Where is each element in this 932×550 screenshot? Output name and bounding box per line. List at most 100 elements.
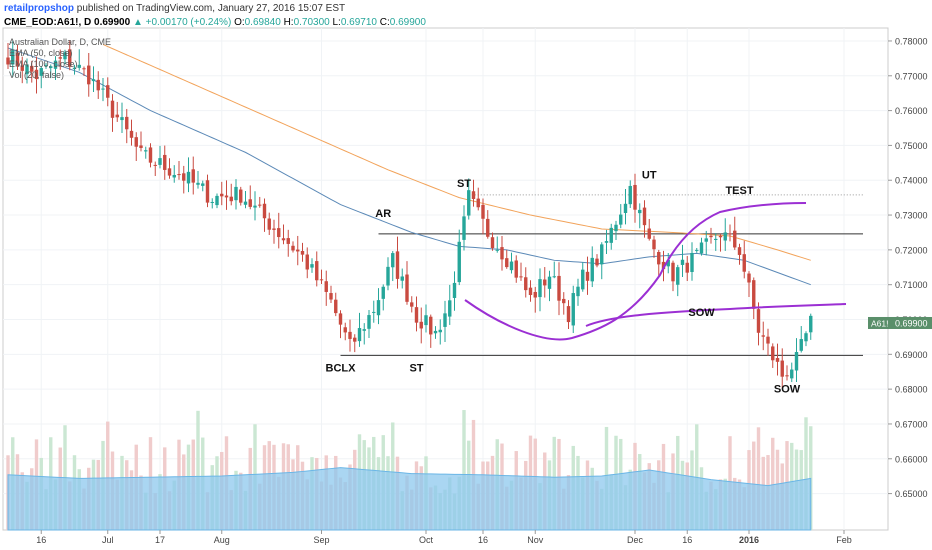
- x-tick-label: Dec: [627, 535, 644, 545]
- candle-body: [49, 66, 53, 68]
- candle-body: [191, 169, 195, 183]
- candle-body: [552, 276, 556, 278]
- symbol-info: CME_EOD:A61!, D 0.69900 ▲ +0.00170 (+0.2…: [4, 17, 426, 28]
- publish-info: retailpropshop published on TradingView.…: [4, 3, 345, 14]
- candle-body: [182, 173, 186, 181]
- candle-body: [799, 339, 803, 351]
- candle-body: [695, 249, 699, 251]
- candle-body: [543, 279, 547, 286]
- annotation-label: AR: [375, 208, 391, 220]
- candle-body: [281, 238, 286, 241]
- y-tick-label: 0.69000: [895, 350, 928, 360]
- candle-body: [39, 68, 43, 76]
- candle-body: [258, 204, 262, 206]
- time-axis[interactable]: 16 Jul 17 Aug Sep Oct 16 Nov Dec 16 2016 Feb: [36, 530, 852, 545]
- candle-body: [291, 245, 295, 251]
- y-tick-label: 0.67000: [895, 419, 928, 429]
- annotation-label: BCLX: [326, 363, 357, 375]
- candle-body: [72, 67, 77, 70]
- candle-body: [685, 262, 689, 273]
- candle-body: [386, 266, 390, 286]
- candle-body: [414, 307, 419, 323]
- candle-body: [215, 195, 219, 206]
- x-tick-label: Oct: [419, 535, 434, 545]
- y-tick-label: 0.73000: [895, 211, 928, 221]
- volume-layer: [6, 410, 813, 531]
- candle-body: [733, 230, 737, 248]
- candle-body: [125, 116, 129, 130]
- candle-body: [680, 259, 685, 265]
- candle-body: [63, 52, 67, 60]
- candle-body: [581, 269, 585, 290]
- candle-body: [661, 261, 666, 270]
- candle-body: [604, 241, 609, 243]
- candle-body: [718, 235, 723, 238]
- annotation-label: TEST: [725, 185, 753, 197]
- y-tick-label: 0.71000: [895, 280, 928, 290]
- candle-body: [509, 261, 514, 271]
- candle-body: [234, 186, 238, 201]
- candle-body: [766, 336, 770, 344]
- price-axis[interactable]: 0.78000 0.77000 0.76000 0.75000 0.74000 0.730…: [868, 36, 932, 499]
- candle-body: [400, 276, 404, 281]
- candles-layer: [6, 40, 813, 389]
- candle-body: [239, 189, 243, 203]
- candle-body: [372, 311, 376, 313]
- candle-body: [362, 329, 366, 331]
- candle-body: [324, 281, 328, 292]
- candle-body: [229, 196, 233, 202]
- candle-body: [723, 232, 727, 241]
- indicator-legend: Australian Dollar, D, CME EMA (50, close…: [9, 37, 111, 81]
- volume-bar: [462, 410, 466, 530]
- candle-body: [82, 68, 86, 70]
- legend-symbol-title: Australian Dollar, D, CME: [9, 37, 112, 47]
- candle-body: [410, 302, 414, 307]
- candle-body: [315, 261, 319, 281]
- candle-body: [642, 207, 647, 226]
- candle-body: [495, 249, 499, 251]
- open-label: O:: [234, 17, 245, 28]
- candle-body: [177, 174, 181, 176]
- annotation-label: ST: [409, 363, 423, 375]
- candle-body: [120, 117, 124, 121]
- last-price-value: 0.69900: [895, 318, 928, 328]
- annotation-label: SOW: [774, 384, 801, 396]
- candle-body: [424, 315, 428, 326]
- candle-body: [647, 228, 651, 239]
- candle-body: [196, 182, 200, 185]
- x-tick-label: Nov: [527, 535, 544, 545]
- candle-body: [129, 130, 134, 138]
- candle-body: [699, 242, 704, 254]
- candle-body: [329, 293, 333, 300]
- candle-body: [657, 251, 661, 265]
- x-tick-label: Feb: [836, 535, 852, 545]
- candle-body: [457, 241, 461, 283]
- candle-body: [267, 218, 271, 230]
- candle-body: [467, 190, 471, 216]
- candle-body: [186, 171, 191, 184]
- candle-body: [6, 57, 10, 65]
- author-link[interactable]: retailpropshop: [4, 3, 75, 14]
- candle-body: [566, 306, 571, 323]
- upthrust-curve: [585, 303, 847, 327]
- close-value: 0.69900: [389, 17, 426, 28]
- x-tick-label: 16: [682, 535, 692, 545]
- candle-body: [210, 201, 214, 203]
- y-tick-label: 0.76000: [895, 106, 928, 116]
- annotation-label: ST: [457, 178, 471, 190]
- x-tick-label: Sep: [313, 535, 329, 545]
- candle-body: [714, 238, 718, 240]
- chart-header: retailpropshop published on TradingView.…: [0, 0, 932, 34]
- x-tick-label: 17: [155, 535, 165, 545]
- volume-bar: [804, 417, 808, 530]
- candle-body: [101, 88, 105, 90]
- last-price-symbol: A61!: [871, 318, 889, 328]
- candle-body: [272, 228, 276, 230]
- candle-body: [348, 331, 352, 339]
- candle-body: [353, 337, 357, 342]
- close-label: C:: [379, 17, 390, 28]
- candle-body: [11, 50, 15, 65]
- candle-body: [44, 65, 48, 67]
- low-label: L:: [332, 17, 341, 28]
